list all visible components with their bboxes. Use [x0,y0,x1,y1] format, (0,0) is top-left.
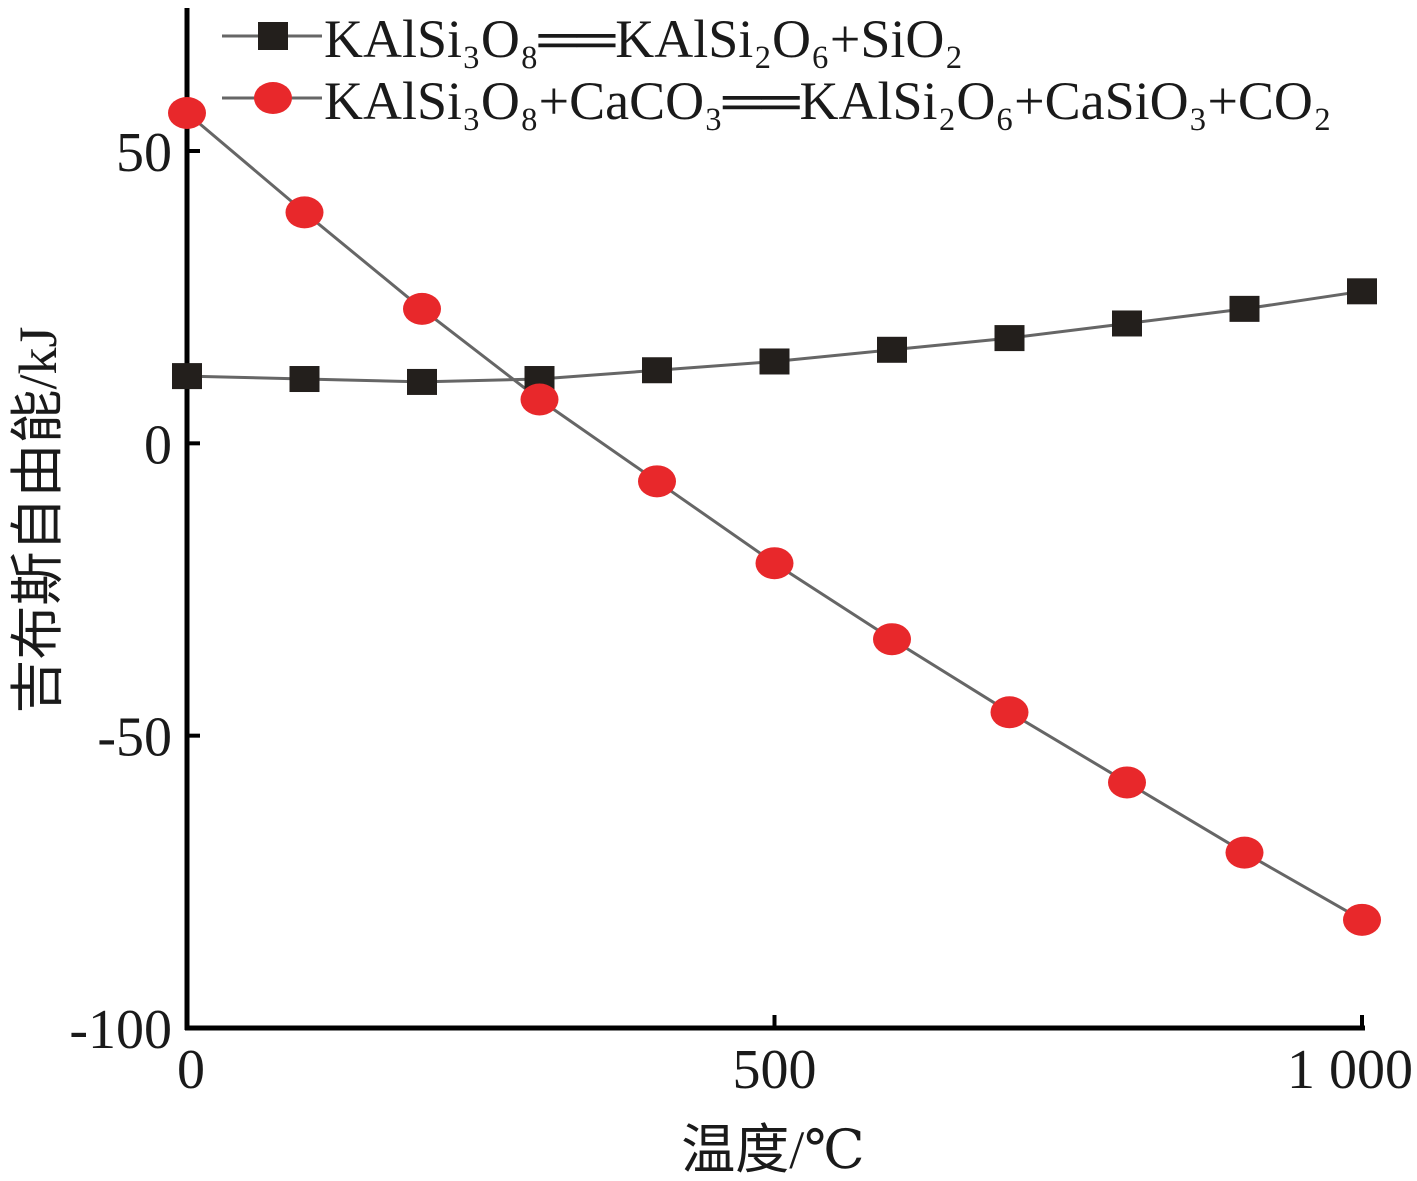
legend-label-0: KAlSi₃O₈══KAlSi₂O₆+SiO₂ [324,9,963,69]
legend-item-0: KAlSi₃O₈══KAlSi₂O₆+SiO₂ [222,9,963,69]
x-tick-label-1: 500 [733,1039,817,1101]
series-0-point-8 [1112,310,1142,337]
series-1-point-0 [168,96,206,129]
x-tick-label-0: 0 [177,1039,205,1101]
series-lines [186,111,1363,922]
y-tick-label-1: 0 [144,414,172,476]
series-1-point-6 [873,623,911,656]
series-1-point-2 [403,292,441,325]
legend-item-1: KAlSi₃O₈+CaCO₃══KAlSi₂O₆+CaSiO₃+CO₂ [222,71,1332,131]
legend-label-1: KAlSi₃O₈+CaCO₃══KAlSi₂O₆+CaSiO₃+CO₂ [324,71,1332,131]
series-0-point-10 [1347,278,1377,305]
y-tick-label-2: -50 [97,707,172,769]
series-0-point-6 [877,336,907,363]
y-axis-title: 吉布斯自由能/kJ [8,326,68,713]
y-tick-label-3: -100 [69,999,172,1061]
series-1-point-5 [755,547,794,580]
series-markers [168,96,1381,936]
series-1-point-10 [1343,903,1381,936]
series-0-point-9 [1229,295,1260,322]
series-1-point-1 [285,196,324,229]
y-tick-label-0: 50 [116,122,172,184]
series-1-point-7 [990,696,1029,729]
series-0-point-0 [172,363,202,390]
series-1-point-3 [520,383,559,416]
series-1-point-8 [1108,766,1146,799]
series-1-point-9 [1225,836,1264,869]
series-line-1 [186,111,1363,922]
x-axis-title: 温度/℃ [681,1120,864,1180]
x-tick-label-2: 1 000 [1287,1039,1413,1101]
series-0-point-4 [642,357,672,384]
series-0-point-5 [759,348,790,375]
series-0-point-1 [289,366,320,393]
series-0-point-2 [407,368,437,395]
axes [184,8,1365,1031]
series-1-point-4 [638,465,676,498]
legend-circle-marker [254,82,292,114]
legend-square-marker [258,22,288,50]
legend: KAlSi₃O₈══KAlSi₂O₆+SiO₂ KAlSi₃O₈+CaCO₃══… [222,9,1332,131]
series-0-point-7 [994,325,1025,352]
